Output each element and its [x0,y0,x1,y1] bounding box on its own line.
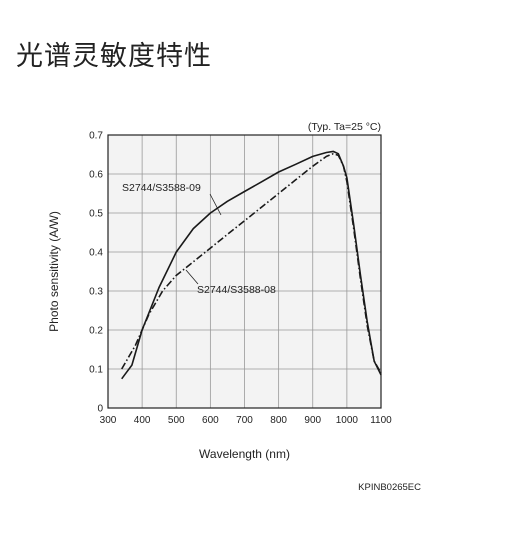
x-tick-label: 700 [236,415,253,426]
x-axis-label: Wavelength (nm) [199,447,290,461]
figure-code: KPINB0265EC [358,482,421,493]
x-tick-label: 300 [100,415,117,426]
x-tick-label: 1000 [336,415,359,426]
x-tick-label: 400 [134,415,151,426]
series-annotation: S2744/S3588-08 [197,284,276,296]
y-axis-label: Photo sensitivity (A/W) [47,211,61,332]
series-annotation: S2744/S3588-09 [122,182,201,194]
x-tick-label: 900 [304,415,321,426]
x-tick-label: 1100 [370,415,392,426]
y-tick-label: 0.4 [89,248,103,259]
y-tick-label: 0.2 [89,326,103,337]
series-line-2 [121,152,382,374]
y-tick-label: 0 [97,404,103,415]
annotation-leader [185,269,199,285]
y-tick-label: 0.5 [89,209,103,220]
x-tick-label: 800 [270,415,287,426]
y-tick-label: 0.7 [89,131,103,142]
x-tick-label: 600 [202,415,219,426]
grid-lines [108,135,381,408]
annotation-leader [209,193,222,216]
x-axis-ticks: 300 400 500 600 700 800 900 1000 1100 [100,415,393,426]
x-tick-label: 500 [168,415,185,426]
y-axis-ticks: 0 0.1 0.2 0.3 0.4 0.5 0.6 0.7 [89,131,103,415]
y-tick-label: 0.6 [89,170,103,181]
page-title: 光谱灵敏度特性 [16,41,212,72]
series-annotations: S2744/S3588-09 S2744/S3588-08 [122,182,276,296]
series-lines [121,150,382,380]
condition-label: (Typ. Ta=25 °C) [308,121,381,133]
plot-frame [107,134,382,409]
y-tick-label: 0.1 [89,365,103,376]
y-tick-label: 0.3 [89,287,103,298]
